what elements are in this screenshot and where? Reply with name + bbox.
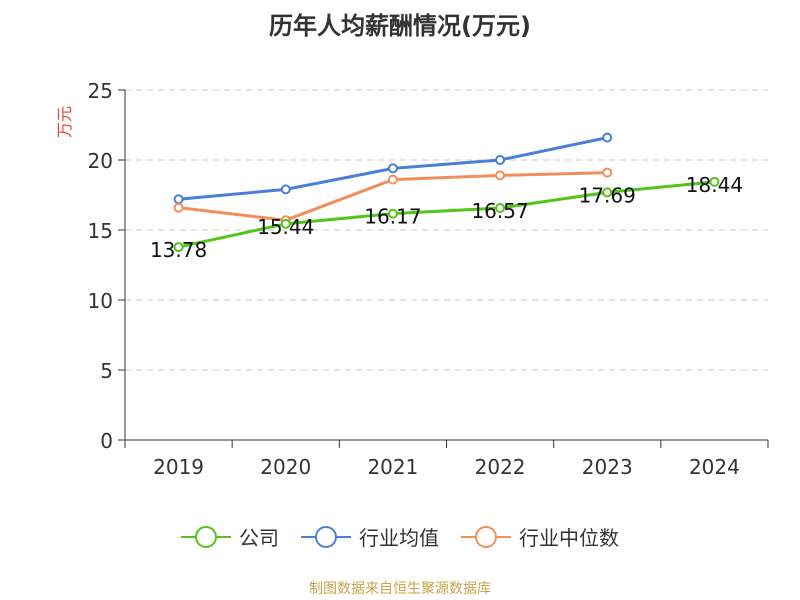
x-tick-label: 2023 — [582, 455, 633, 479]
y-tick-label: 0 — [100, 429, 113, 453]
data-point-1 — [173, 194, 184, 205]
data-point-1 — [495, 155, 506, 165]
legend-marker-industry-median — [461, 525, 511, 549]
chart-title: 历年人均薪酬情况(万元) — [269, 12, 531, 40]
data-point-0 — [387, 208, 398, 219]
legend-marker-industry-average — [301, 525, 351, 549]
y-tick-label: 20 — [88, 149, 113, 173]
data-label: 15.44 — [257, 215, 314, 239]
data-point-0 — [495, 203, 506, 214]
y-tick-label: 5 — [100, 359, 113, 383]
legend-item-industry-median[interactable]: 行业中位数 — [461, 522, 619, 551]
data-point-2 — [387, 174, 398, 185]
x-tick-label: 2022 — [475, 455, 526, 479]
data-point-0 — [173, 242, 184, 253]
data-label: 16.57 — [471, 199, 528, 223]
data-label: 13.78 — [150, 238, 207, 262]
y-tick-label: 25 — [88, 79, 113, 103]
data-point-1 — [280, 184, 291, 195]
legend-marker-company — [181, 525, 231, 549]
source-note: 制图数据来自恒生聚源数据库 — [309, 581, 491, 597]
x-tick-label: 2019 — [153, 455, 204, 479]
legend-item-company[interactable]: 公司 — [181, 522, 279, 551]
x-tick-label: 2024 — [689, 455, 740, 479]
data-point-0 — [602, 187, 613, 198]
data-point-0 — [280, 218, 291, 229]
data-label: 16.17 — [364, 205, 421, 229]
data-label: 18.44 — [686, 173, 743, 197]
data-point-1 — [387, 163, 398, 174]
legend: 公司 行业均值 行业中位数 — [0, 522, 800, 551]
legend-label-industry-median: 行业中位数 — [519, 526, 619, 550]
data-point-1 — [602, 132, 613, 143]
data-point-2 — [602, 167, 613, 178]
data-point-0 — [709, 176, 720, 187]
x-tick-label: 2020 — [260, 455, 311, 479]
y-axis-label: 万元 — [55, 106, 74, 138]
x-tick-label: 2021 — [367, 455, 418, 479]
legend-label-industry-average: 行业均值 — [359, 526, 439, 550]
y-tick-label: 10 — [88, 289, 113, 313]
data-point-2 — [495, 170, 506, 181]
y-tick-label: 15 — [88, 219, 113, 243]
legend-item-industry-average[interactable]: 行业均值 — [301, 522, 439, 551]
series-line-0 — [178, 180, 715, 249]
data-point-2 — [173, 202, 184, 213]
legend-label-company: 公司 — [239, 526, 279, 550]
data-label: 17.69 — [579, 183, 636, 207]
